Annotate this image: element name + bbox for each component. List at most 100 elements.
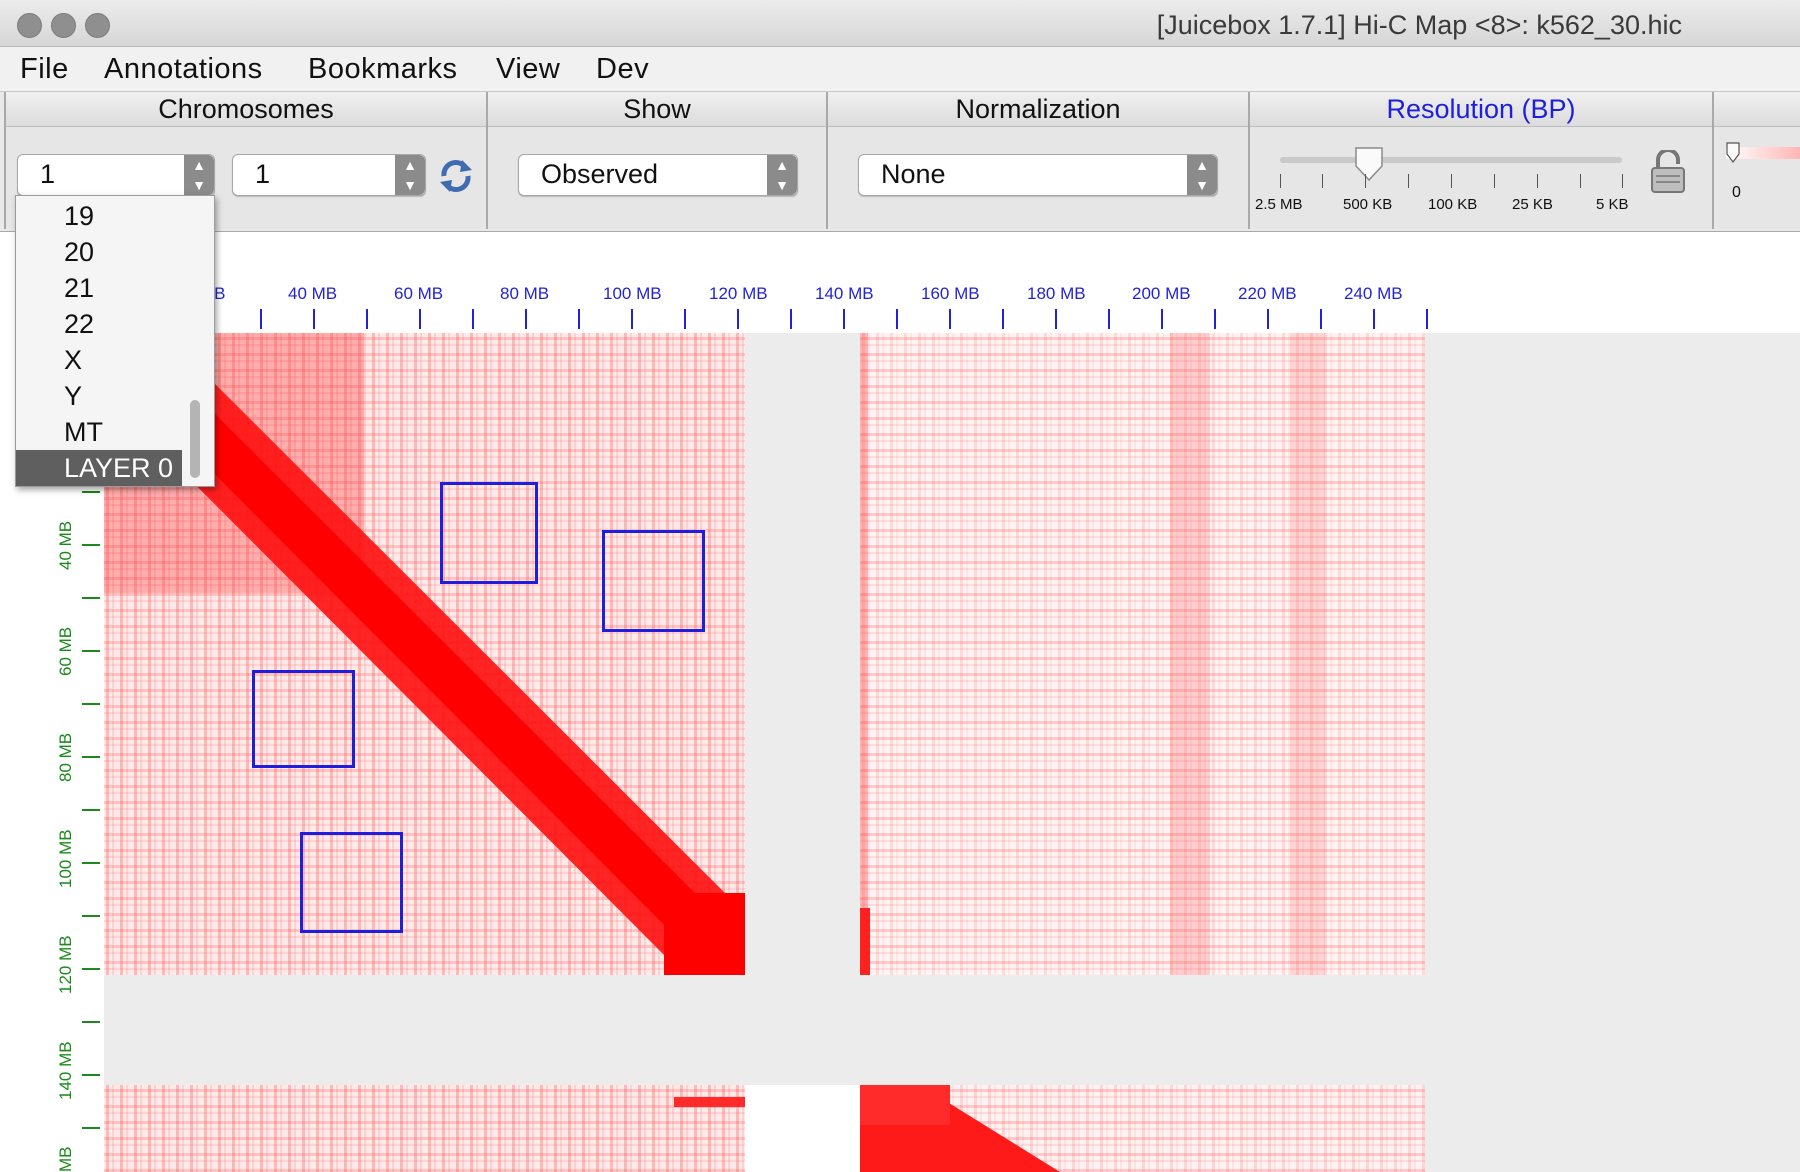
resolution-tick-mark xyxy=(1322,174,1323,188)
resolution-header: Resolution (BP) xyxy=(1250,92,1712,127)
x-axis-tick xyxy=(1055,309,1057,329)
annotation-box-2[interactable] xyxy=(602,530,705,632)
normalization-header: Normalization xyxy=(828,92,1248,127)
x-axis-tick xyxy=(737,309,739,329)
x-axis-tick xyxy=(1214,309,1216,329)
show-value: Observed xyxy=(541,159,659,189)
x-axis-tick xyxy=(1108,309,1110,329)
chromosome-dropdown-list[interactable]: 19 20 21 22 X Y MT LAYER 0 xyxy=(15,195,215,487)
normalization-value: None xyxy=(881,159,946,189)
x-axis-tick xyxy=(366,309,368,329)
show-select[interactable]: Observed ▲ ▼ xyxy=(518,154,798,196)
x-axis-tick xyxy=(1002,309,1004,329)
lock-icon[interactable] xyxy=(1648,148,1688,194)
y-axis-tick xyxy=(82,809,100,811)
annotation-box-4[interactable] xyxy=(300,832,403,933)
x-axis-tick xyxy=(1426,309,1428,329)
dropdown-item[interactable]: 19 xyxy=(64,201,95,231)
dropdown-scrollbar[interactable] xyxy=(190,400,200,478)
y-axis-tick xyxy=(82,915,100,917)
close-window-button[interactable] xyxy=(17,13,42,38)
x-axis-tick-label: 100 MB xyxy=(603,284,662,303)
resolution-tick-label: 2.5 MB xyxy=(1255,196,1303,213)
x-axis-tick-label: 40 MB xyxy=(288,284,338,303)
x-axis-tick xyxy=(896,309,898,329)
toolbar: Chromosomes 1 ▲ ▼ 1 ▲ ▼ Show Observed ▲ ▼ N… xyxy=(0,92,1800,232)
resolution-tick-label: 5 KB xyxy=(1596,196,1629,213)
window-title: [Juicebox 1.7.1] Hi-C Map <8>: k562_30.h… xyxy=(1156,10,1682,40)
menu-dev[interactable]: Dev xyxy=(596,53,650,85)
color-range-header xyxy=(1714,92,1800,127)
chromosome-x-select[interactable]: 1 ▲ ▼ xyxy=(17,154,215,196)
gap-row xyxy=(104,975,1425,1085)
color-range-thumb[interactable] xyxy=(1726,142,1740,163)
resolution-tick-mark xyxy=(1280,174,1281,188)
normalization-select[interactable]: None ▲ ▼ xyxy=(858,154,1218,196)
y-axis-tick xyxy=(82,862,100,864)
heatmap-block-chr1-right[interactable] xyxy=(860,333,1425,975)
x-axis-tick-label: 80 MB xyxy=(500,284,550,303)
gap-column xyxy=(745,333,860,975)
resolution-tick-label: 100 KB xyxy=(1428,196,1478,213)
resolution-tick-label: 25 KB xyxy=(1512,196,1553,213)
menu-annotations[interactable]: Annotations xyxy=(104,53,263,85)
annotation-box-3[interactable] xyxy=(252,670,355,768)
x-axis-tick-label: 120 MB xyxy=(709,284,768,303)
dropdown-item[interactable]: X xyxy=(64,345,83,375)
annotation-box-1[interactable] xyxy=(440,482,538,584)
heatmap-block-bottom-right[interactable] xyxy=(860,1085,1425,1172)
minimize-window-button[interactable] xyxy=(51,13,76,38)
resolution-tick-mark xyxy=(1365,174,1366,188)
x-axis-tick xyxy=(790,309,792,329)
dropdown-item[interactable]: MT xyxy=(64,417,103,447)
x-axis-tick xyxy=(1267,309,1269,329)
resolution-panel: Resolution (BP) xyxy=(1248,92,1714,229)
x-axis-tick xyxy=(472,309,474,329)
x-axis-tick-label: 160 MB xyxy=(921,284,980,303)
resolution-slider-track[interactable] xyxy=(1280,157,1622,163)
chevron-updown-icon: ▲ ▼ xyxy=(395,155,425,195)
refresh-icon[interactable] xyxy=(436,156,476,196)
chromosome-x-value: 1 xyxy=(40,159,56,189)
x-axis-tick-label: 60 MB xyxy=(394,284,444,303)
x-axis-tick-label: 180 MB xyxy=(1027,284,1086,303)
zoom-window-button[interactable] xyxy=(85,13,110,38)
dropdown-item[interactable]: LAYER 0 xyxy=(16,450,182,486)
y-axis-tick-label: 120 MB xyxy=(56,935,75,994)
normalization-panel: Normalization None ▲ ▼ xyxy=(826,92,1250,229)
y-axis-tick xyxy=(82,597,100,599)
chevron-updown-icon: ▲ ▼ xyxy=(767,155,797,195)
x-axis-tick xyxy=(949,309,951,329)
y-axis-tick-label: 40 MB xyxy=(56,520,75,570)
show-header: Show xyxy=(488,92,826,127)
x-axis-tick xyxy=(843,309,845,329)
chromosomes-panel: Chromosomes 1 ▲ ▼ 1 ▲ ▼ xyxy=(4,92,488,229)
x-axis-tick xyxy=(525,309,527,329)
menu-bookmarks[interactable]: Bookmarks xyxy=(308,53,458,85)
y-axis-tick xyxy=(82,703,100,705)
menu-bar: File Annotations Bookmarks View Dev xyxy=(0,47,1800,92)
chevron-updown-icon: ▲ ▼ xyxy=(184,155,214,195)
resolution-tick-mark xyxy=(1494,174,1495,188)
show-panel: Show Observed ▲ ▼ xyxy=(486,92,828,229)
dropdown-item[interactable]: 22 xyxy=(64,309,95,339)
dropdown-item[interactable]: 20 xyxy=(64,237,95,267)
x-axis-tick xyxy=(313,309,315,329)
resolution-tick-mark xyxy=(1580,174,1581,188)
empty-region-right xyxy=(1425,333,1800,1172)
color-range-min-label: 0 xyxy=(1732,184,1741,201)
menu-view[interactable]: View xyxy=(496,53,561,85)
resolution-tick-mark xyxy=(1451,174,1452,188)
dropdown-item[interactable]: Y xyxy=(64,381,83,411)
dropdown-item[interactable]: 21 xyxy=(64,273,95,303)
heatmap-block-bottom-left[interactable] xyxy=(104,1085,745,1172)
x-axis-tick-label: 200 MB xyxy=(1132,284,1191,303)
title-bar: [Juicebox 1.7.1] Hi-C Map <8>: k562_30.h… xyxy=(0,0,1800,47)
y-axis-tick-label: MB xyxy=(56,1146,75,1172)
x-axis-tick xyxy=(260,309,262,329)
resolution-slider-thumb[interactable] xyxy=(1354,146,1384,182)
x-axis-tick xyxy=(1161,309,1163,329)
y-axis-tick xyxy=(82,1074,100,1076)
menu-file[interactable]: File xyxy=(20,53,69,85)
chromosome-y-select[interactable]: 1 ▲ ▼ xyxy=(232,154,426,196)
